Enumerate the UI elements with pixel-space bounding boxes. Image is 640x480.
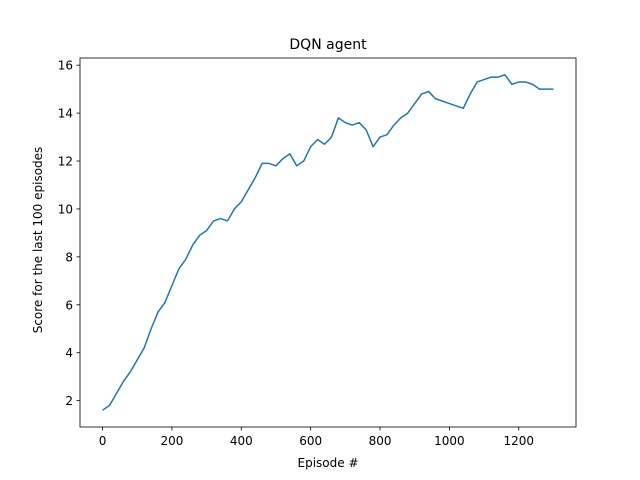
y-tick-label: 12: [58, 155, 73, 169]
y-axis: 2 4 6 8 10 12 14 16: [58, 59, 80, 408]
plot-area: [79, 57, 577, 428]
chart-title: DQN agent: [289, 37, 367, 53]
y-tick-label: 4: [65, 346, 73, 360]
y-tick-label: 10: [58, 202, 73, 216]
y-tick-label: 8: [65, 250, 73, 264]
plot-frame: [79, 57, 577, 428]
series-line-0: [102, 74, 554, 411]
y-tick-label: 2: [65, 394, 73, 408]
y-tick-label: 14: [58, 107, 73, 121]
y-axis-label: Score for the last 100 episodes: [31, 147, 45, 334]
x-tick-label: 1200: [503, 434, 534, 448]
x-tick-label: 800: [369, 434, 392, 448]
x-axis-label: Episode #: [298, 456, 359, 470]
x-tick-label: 600: [299, 434, 322, 448]
x-tick-label: 400: [230, 434, 253, 448]
x-axis: 0 200 400 600 800 1000 1200: [99, 427, 534, 448]
y-tick-label: 6: [65, 298, 73, 312]
x-tick-label: 1000: [434, 434, 465, 448]
x-tick-label: 200: [160, 434, 183, 448]
y-tick-label: 16: [58, 59, 73, 73]
x-tick-label: 0: [99, 434, 107, 448]
